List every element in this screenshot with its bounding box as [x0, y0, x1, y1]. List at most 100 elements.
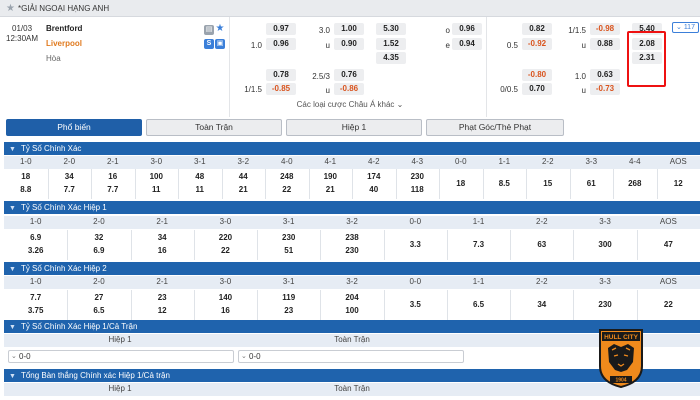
ft-1x2-home[interactable]: 5.30	[376, 23, 406, 35]
home-score-odds[interactable]: 48	[195, 172, 205, 181]
home-score-odds[interactable]: 18	[21, 172, 31, 181]
home-score-odds[interactable]: 34	[157, 233, 167, 242]
alt-h1-under[interactable]: -0.73	[590, 83, 620, 95]
star-icon[interactable]: ★	[6, 2, 15, 14]
h1-over-odds[interactable]: -0.98	[590, 23, 620, 35]
home-score-odds[interactable]: 230	[282, 233, 296, 242]
live-s-icon[interactable]: S	[204, 39, 214, 49]
draw-score-odds[interactable]: 6.5	[472, 300, 485, 309]
league-header[interactable]: ★ *GIẢI NGOẠI HẠNG ANH	[0, 0, 700, 17]
ft-odd-odds[interactable]: 0.96	[452, 23, 482, 35]
h1-1x2-draw[interactable]: 2.31	[632, 52, 662, 64]
section-header-correct-score-h1[interactable]: ▼ Tỷ Số Chính Xác Hiệp 1	[4, 201, 700, 214]
alt-h1-hdp-away[interactable]: 0.70	[522, 83, 552, 95]
more-markets-button[interactable]: ⌄ 117	[672, 22, 699, 33]
stats-icon[interactable]: ▤	[204, 25, 214, 35]
h1-hdp-away-odds[interactable]: -0.92	[522, 38, 552, 50]
tv-icon[interactable]: ▣	[215, 39, 225, 49]
draw-score-odds[interactable]: 61	[586, 179, 596, 188]
away-score-odds[interactable]: 7.7	[63, 185, 75, 194]
away-score-odds[interactable]: 7.7	[107, 185, 119, 194]
draw-score-odds[interactable]: 22	[663, 300, 673, 309]
section-header-correct-score-h2[interactable]: ▼ Tỷ Số Chính Xác Hiệp 2	[4, 262, 700, 275]
draw-score-odds[interactable]: 230	[598, 300, 612, 309]
alt-ft-hdp-away[interactable]: -0.85	[266, 83, 296, 95]
home-score-odds[interactable]: 119	[282, 293, 296, 302]
asian-more-link[interactable]: Các loại cược Châu Á khác ⌄	[296, 100, 404, 109]
draw-score-odds[interactable]: 34	[537, 300, 547, 309]
away-score-odds[interactable]: 8.8	[20, 185, 32, 194]
home-team[interactable]: Brentford	[46, 24, 83, 33]
away-score-odds[interactable]: 16	[220, 306, 230, 315]
away-score-odds[interactable]: 230	[345, 246, 359, 255]
away-score-odds[interactable]: 21	[238, 185, 248, 194]
away-score-odds[interactable]: 11	[195, 185, 204, 194]
home-score-odds[interactable]: 44	[238, 172, 248, 181]
away-score-odds[interactable]: 6.5	[93, 306, 105, 315]
home-score-odds[interactable]: 100	[149, 172, 163, 181]
away-score-odds[interactable]: 6.9	[93, 246, 105, 255]
away-score-odds[interactable]: 21	[325, 185, 335, 194]
away-score-odds[interactable]: 3.26	[27, 246, 44, 255]
home-score-odds[interactable]: 248	[280, 172, 294, 181]
away-score-odds[interactable]: 23	[284, 306, 294, 315]
tab-corners-cards[interactable]: Phạt Góc/Thẻ Phạt	[426, 119, 564, 136]
home-score-odds[interactable]: 220	[218, 233, 233, 242]
home-score-odds[interactable]: 27	[94, 293, 104, 302]
away-score-odds[interactable]: 3.75	[27, 306, 44, 315]
draw-score-odds[interactable]: 3.3	[409, 240, 421, 249]
alt-h1-over[interactable]: 0.63	[590, 69, 620, 81]
htft-h1-select[interactable]: ⌄ 0-0	[8, 350, 234, 363]
ft-even-odds[interactable]: 0.94	[452, 38, 482, 50]
section-header-htft-score[interactable]: ▼ Tỷ Số Chính Xác Hiệp 1/Cả Trận	[4, 320, 700, 333]
away-score-odds[interactable]: 51	[284, 246, 294, 255]
ft-under-odds[interactable]: 0.90	[334, 38, 364, 50]
away-score-odds[interactable]: 16	[157, 246, 167, 255]
away-score-odds[interactable]: 11	[152, 185, 161, 194]
h1-1x2-away[interactable]: 2.08	[632, 38, 662, 50]
draw-score-odds[interactable]: 15	[543, 179, 553, 188]
home-score-odds[interactable]: 6.9	[30, 233, 42, 242]
home-score-odds[interactable]: 23	[157, 293, 167, 302]
draw-score-odds[interactable]: 3.5	[409, 300, 421, 309]
home-score-odds[interactable]: 140	[218, 293, 233, 302]
alt-ft-over[interactable]: 0.76	[334, 69, 364, 81]
away-score-odds[interactable]: 40	[369, 185, 379, 194]
draw-score-odds[interactable]: 8.5	[498, 179, 510, 188]
htft-ft-select[interactable]: ⌄ 0-0	[238, 350, 464, 363]
draw-score-odds[interactable]: 7.3	[472, 240, 485, 249]
away-score-odds[interactable]: 118	[410, 185, 424, 194]
ft-hdp-home-odds[interactable]: 0.97	[266, 23, 296, 35]
draw-score-odds[interactable]: 300	[598, 240, 612, 249]
home-score-odds[interactable]: 238	[345, 233, 359, 242]
ft-over-odds[interactable]: 1.00	[334, 23, 364, 35]
away-score-odds[interactable]: 22	[220, 246, 230, 255]
ft-1x2-draw[interactable]: 4.35	[376, 52, 406, 64]
ft-1x2-away[interactable]: 1.52	[376, 38, 406, 50]
h1-hdp-home-odds[interactable]: 0.82	[522, 23, 552, 35]
away-score-odds[interactable]: 100	[345, 306, 359, 315]
alt-ft-under[interactable]: -0.86	[334, 83, 364, 95]
tab-popular[interactable]: Phổ biến	[6, 119, 142, 136]
alt-h1-hdp-home[interactable]: -0.80	[522, 69, 552, 81]
home-score-odds[interactable]: 174	[367, 172, 381, 181]
home-score-odds[interactable]: 230	[410, 172, 424, 181]
draw-score-odds[interactable]: 18	[456, 179, 466, 188]
home-score-odds[interactable]: 34	[64, 172, 74, 181]
tab-full-time[interactable]: Toàn Trận	[146, 119, 282, 136]
draw-score-odds[interactable]: 268	[628, 179, 642, 188]
draw-score-odds[interactable]: 12	[673, 179, 683, 188]
home-score-odds[interactable]: 190	[323, 172, 337, 181]
draw-score-odds[interactable]: 63	[537, 240, 547, 249]
section-header-correct-score[interactable]: ▼ Tỷ Số Chính Xác	[4, 142, 700, 155]
ft-hdp-away-odds[interactable]: 0.96	[266, 38, 296, 50]
favorite-star-icon[interactable]: ★	[215, 23, 225, 34]
away-score-odds[interactable]: 12	[157, 306, 167, 315]
away-team[interactable]: Liverpool	[46, 39, 83, 48]
home-score-odds[interactable]: 204	[345, 293, 359, 302]
tab-first-half[interactable]: Hiệp 1	[286, 119, 422, 136]
away-score-odds[interactable]: 22	[282, 185, 292, 194]
home-score-odds[interactable]: 32	[94, 233, 104, 242]
alt-ft-hdp-home[interactable]: 0.78	[266, 69, 296, 81]
h1-under-odds[interactable]: 0.88	[590, 38, 620, 50]
